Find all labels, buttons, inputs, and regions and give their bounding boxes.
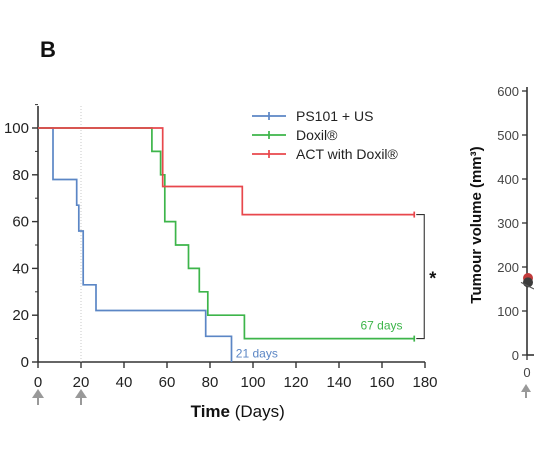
x-tick-label: 80 xyxy=(202,374,219,391)
x-tick-label: 20 xyxy=(73,374,90,391)
tumour-volume-y-tick-label: 200 xyxy=(497,260,519,275)
x-tick-label: 100 xyxy=(240,374,265,391)
significance-bracket xyxy=(416,214,425,340)
y-tick-label: 40 xyxy=(12,260,29,277)
tumour-volume-x-tick-label: 0 xyxy=(523,365,530,380)
x-tick-label: 140 xyxy=(326,374,351,391)
tumour-volume-y-tick-label: 500 xyxy=(497,128,519,143)
treatment-arrow-head xyxy=(32,389,44,398)
legend-label-0: PS101 + US xyxy=(296,108,373,124)
tumour-volume-y-tick-label: 100 xyxy=(497,304,519,319)
y-tick-label: 60 xyxy=(12,214,29,231)
treatment-arrow-icon xyxy=(75,389,87,405)
y-tick-label: 20 xyxy=(12,307,29,324)
tumour-volume-y-tick-label: 600 xyxy=(497,84,519,99)
y-tick-label: 0 xyxy=(21,354,29,371)
treatment-arrow-icon xyxy=(521,384,531,392)
tumour-volume-y-tick-label: 400 xyxy=(497,172,519,187)
x-axis-unit: (Days) xyxy=(230,402,285,421)
y-tick-label: 100 xyxy=(4,120,29,137)
end-label-0: 21 days xyxy=(236,347,278,361)
annotations: 21 days 67 days * xyxy=(236,214,436,361)
tumour-volume-y-tick-label: 0 xyxy=(512,348,519,363)
tumour-volume-y-axis-title: Tumour volume (mm³) xyxy=(468,146,485,303)
x-tick-label: 160 xyxy=(369,374,394,391)
y-tick-label: 80 xyxy=(12,167,29,184)
legend-label-1: Doxil® xyxy=(296,127,338,143)
treatment-arrow-icon xyxy=(32,389,44,405)
survival-axes: 0 20 40 60 80 100 120 140 160 180 0 20 40 60 80 100 xyxy=(4,104,438,405)
treatment-arrow-head xyxy=(75,389,87,398)
x-tick-label: 0 xyxy=(34,374,42,391)
survival-plot: 0 20 40 60 80 100 120 140 160 180 0 20 40 60 80 100 PS1… xyxy=(4,104,438,421)
series-line-2 xyxy=(38,127,415,216)
survival-series xyxy=(38,127,416,362)
x-tick-label: 60 xyxy=(159,374,176,391)
tumour-volume-line xyxy=(520,281,534,290)
legend-label-2: ACT with Doxil® xyxy=(296,146,399,162)
end-label-1: 67 days xyxy=(361,319,403,333)
panel-letter: B xyxy=(40,37,56,62)
x-tick-label: 180 xyxy=(412,374,437,391)
tumour-volume-axes: 0 100 200 300 400 500 600 0 xyxy=(497,84,534,398)
legend: PS101 + US Doxil® ACT with Doxil® xyxy=(252,108,399,162)
significance-star: * xyxy=(429,269,436,289)
series-line-1 xyxy=(38,127,415,340)
x-tick-label: 120 xyxy=(283,374,308,391)
tumour-volume-y-tick-label: 300 xyxy=(497,216,519,231)
series-line-0 xyxy=(38,127,233,362)
x-axis-title: Time xyxy=(191,402,230,421)
tumour-volume-plot: 0 100 200 300 400 500 600 0 Tumour volume (mm³) xyxy=(468,84,534,398)
x-tick-label: 40 xyxy=(116,374,133,391)
